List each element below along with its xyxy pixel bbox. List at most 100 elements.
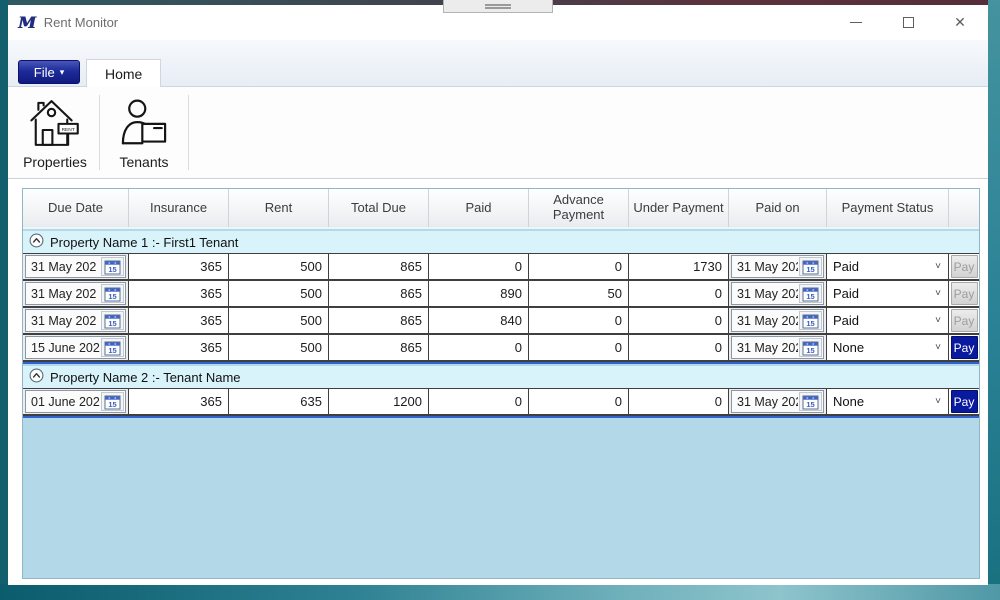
advance-payment-cell: 0 xyxy=(529,308,629,333)
due-date-picker[interactable]: 01 June 202 15 xyxy=(25,390,126,413)
column-header-insurance[interactable]: Insurance xyxy=(129,189,229,227)
column-header-advance-payment[interactable]: Advance Payment xyxy=(529,189,629,227)
tenants-button[interactable]: Tenants xyxy=(103,89,185,176)
chevron-down-icon: ˅ xyxy=(935,315,941,326)
calendar-icon[interactable]: 15 xyxy=(101,311,124,330)
due-date-cell: 31 May 202 15 xyxy=(23,254,129,279)
calendar-icon[interactable]: 15 xyxy=(799,311,822,330)
due-date-picker[interactable]: 31 May 202 15 xyxy=(25,309,126,332)
paid-on-picker[interactable]: 31 May 202 15 xyxy=(731,390,824,413)
paid-on-picker[interactable]: 31 May 202 15 xyxy=(731,255,824,278)
pay-button[interactable]: Pay xyxy=(950,282,978,305)
calendar-icon[interactable]: 15 xyxy=(799,257,822,276)
svg-text:15: 15 xyxy=(108,346,116,355)
payment-status-dropdown[interactable]: None ˅ xyxy=(827,335,948,360)
due-date-picker[interactable]: 31 May 202 15 xyxy=(25,255,126,278)
paid-on-value: 31 May 202 xyxy=(737,340,798,355)
payment-status-dropdown[interactable]: None ˅ xyxy=(827,389,948,414)
group-header-label: Property Name 1 :- First1 Tenant xyxy=(50,234,239,250)
pay-cell: Pay xyxy=(949,254,979,279)
rent-cell: 635 xyxy=(229,389,329,414)
column-header-payment-status[interactable]: Payment Status xyxy=(827,189,949,227)
rent-grid-panel: Due Date Insurance Rent Total Due Paid A… xyxy=(22,188,980,579)
insurance-cell: 365 xyxy=(129,281,229,306)
app-window: M Rent Monitor ✕ File ▾ Home xyxy=(8,5,988,585)
file-menu-label: File xyxy=(33,64,55,80)
pay-button[interactable]: Pay xyxy=(950,255,978,278)
collapse-group-button[interactable] xyxy=(29,368,44,386)
paid-on-cell: 31 May 202 15 xyxy=(729,335,827,360)
column-header-actions xyxy=(949,189,979,227)
group-rows: 31 May 202 15 365 500 865 0 0 1730 31 Ma xyxy=(23,253,979,364)
column-header-rent[interactable]: Rent xyxy=(229,189,329,227)
svg-text:15: 15 xyxy=(806,265,814,274)
payment-status-value: None xyxy=(833,394,865,409)
calendar-icon[interactable]: 15 xyxy=(101,338,124,357)
due-date-picker[interactable]: 15 June 202 15 xyxy=(25,336,126,359)
pay-button[interactable]: Pay xyxy=(950,390,978,413)
due-date-cell: 15 June 202 15 xyxy=(23,335,129,360)
advance-payment-cell: 0 xyxy=(529,335,629,360)
screen-grip-handle[interactable] xyxy=(443,0,553,13)
svg-text:15: 15 xyxy=(108,292,116,301)
calendar-icon[interactable]: 15 xyxy=(799,284,822,303)
paid-on-picker[interactable]: 31 May 202 15 xyxy=(731,309,824,332)
column-header-total-due[interactable]: Total Due xyxy=(329,189,429,227)
svg-text:15: 15 xyxy=(806,319,814,328)
properties-label: Properties xyxy=(23,154,87,170)
column-header-paid[interactable]: Paid xyxy=(429,189,529,227)
calendar-icon[interactable]: 15 xyxy=(799,338,822,357)
total-due-cell: 865 xyxy=(329,254,429,279)
maximize-icon xyxy=(902,16,914,28)
app-logo-icon: M xyxy=(18,13,36,32)
payment-status-value: Paid xyxy=(833,286,860,301)
column-header-under-payment[interactable]: Under Payment xyxy=(629,189,729,227)
close-button[interactable]: ✕ xyxy=(946,11,974,33)
ribbon-toolbar: RENT Properties Tenants xyxy=(8,87,988,179)
calendar-icon[interactable]: 15 xyxy=(101,392,124,411)
paid-on-value: 31 May 202 xyxy=(737,259,798,274)
calendar-icon[interactable]: 15 xyxy=(101,257,124,276)
chevron-down-icon: ▾ xyxy=(59,66,65,77)
paid-on-picker[interactable]: 31 May 202 15 xyxy=(731,336,824,359)
rent-cell: 500 xyxy=(229,308,329,333)
paid-on-cell: 31 May 202 15 xyxy=(729,281,827,306)
payment-status-dropdown[interactable]: Paid ˅ xyxy=(827,308,948,333)
insurance-cell: 365 xyxy=(129,254,229,279)
file-menu-button[interactable]: File ▾ xyxy=(18,60,80,84)
pay-button[interactable]: Pay xyxy=(950,336,978,359)
calendar-icon[interactable]: 15 xyxy=(101,284,124,303)
maximize-button[interactable] xyxy=(894,11,922,33)
titlebar: M Rent Monitor ✕ xyxy=(8,5,988,40)
chevron-down-icon: ˅ xyxy=(935,396,941,407)
due-date-value: 31 May 202 xyxy=(31,313,97,328)
tenants-label: Tenants xyxy=(119,154,169,170)
tab-home[interactable]: Home xyxy=(86,59,162,87)
rent-cell: 500 xyxy=(229,281,329,306)
paid-on-cell: 31 May 202 15 xyxy=(729,308,827,333)
properties-button[interactable]: RENT Properties xyxy=(14,89,96,176)
total-due-cell: 865 xyxy=(329,308,429,333)
collapse-group-button[interactable] xyxy=(29,233,44,251)
paid-on-picker[interactable]: 31 May 202 15 xyxy=(731,282,824,305)
under-payment-cell: 0 xyxy=(629,281,729,306)
insurance-cell: 365 xyxy=(129,389,229,414)
pay-button[interactable]: Pay xyxy=(950,309,978,332)
calendar-icon[interactable]: 15 xyxy=(799,392,822,411)
paid-cell: 840 xyxy=(429,308,529,333)
minimize-button[interactable] xyxy=(842,11,870,33)
payment-status-dropdown[interactable]: Paid ˅ xyxy=(827,281,948,306)
due-date-cell: 01 June 202 15 xyxy=(23,389,129,414)
due-date-cell: 31 May 202 15 xyxy=(23,308,129,333)
payment-status-dropdown[interactable]: Paid ˅ xyxy=(827,254,948,279)
under-payment-cell: 1730 xyxy=(629,254,729,279)
chevron-down-icon: ˅ xyxy=(935,261,941,272)
advance-payment-cell: 50 xyxy=(529,281,629,306)
chevron-down-icon: ˅ xyxy=(935,342,941,353)
rent-cell: 500 xyxy=(229,254,329,279)
column-header-paid-on[interactable]: Paid on xyxy=(729,189,827,227)
under-payment-cell: 0 xyxy=(629,389,729,414)
due-date-picker[interactable]: 31 May 202 15 xyxy=(25,282,126,305)
svg-text:15: 15 xyxy=(806,292,814,301)
column-header-due-date[interactable]: Due Date xyxy=(23,189,129,227)
